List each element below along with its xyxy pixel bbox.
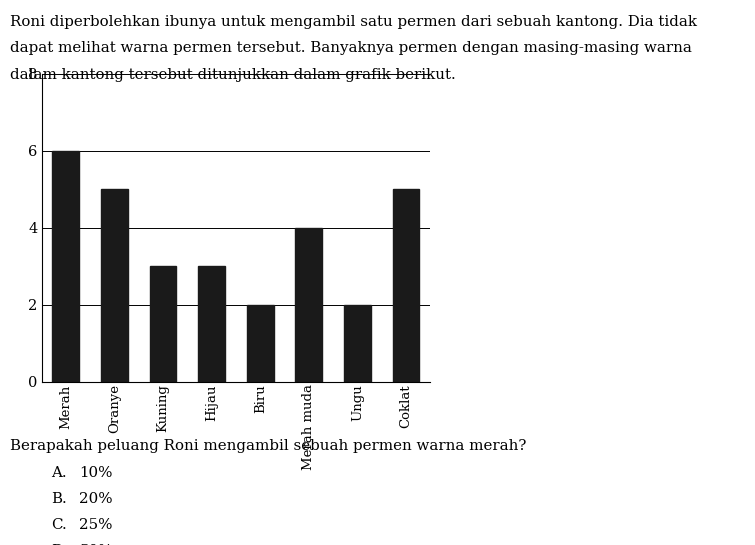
Bar — [52, 150, 79, 382]
Bar — [149, 266, 177, 381]
Bar — [295, 228, 322, 382]
Text: Berapakah peluang Roni mengambil sebuah permen warna merah?: Berapakah peluang Roni mengambil sebuah … — [10, 439, 526, 453]
Text: Roni diperbolehkan ibunya untuk mengambil satu permen dari sebuah kantong. Dia t: Roni diperbolehkan ibunya untuk mengambi… — [10, 15, 697, 29]
Text: A.: A. — [51, 466, 67, 480]
Text: 10%: 10% — [79, 466, 112, 480]
Bar — [101, 189, 128, 382]
Text: 50%: 50% — [79, 544, 112, 545]
Text: D.: D. — [51, 544, 68, 545]
Text: 20%: 20% — [79, 492, 113, 506]
Text: B.: B. — [51, 492, 67, 506]
Bar — [344, 305, 371, 382]
Bar — [247, 305, 273, 382]
Bar — [393, 189, 420, 382]
Text: dalam kantong tersebut ditunjukkan dalam grafik berikut.: dalam kantong tersebut ditunjukkan dalam… — [10, 68, 455, 82]
Bar — [199, 266, 225, 381]
Text: C.: C. — [51, 518, 67, 532]
Text: dapat melihat warna permen tersebut. Banyaknya permen dengan masing-masing warna: dapat melihat warna permen tersebut. Ban… — [10, 41, 692, 56]
Text: 25%: 25% — [79, 518, 112, 532]
